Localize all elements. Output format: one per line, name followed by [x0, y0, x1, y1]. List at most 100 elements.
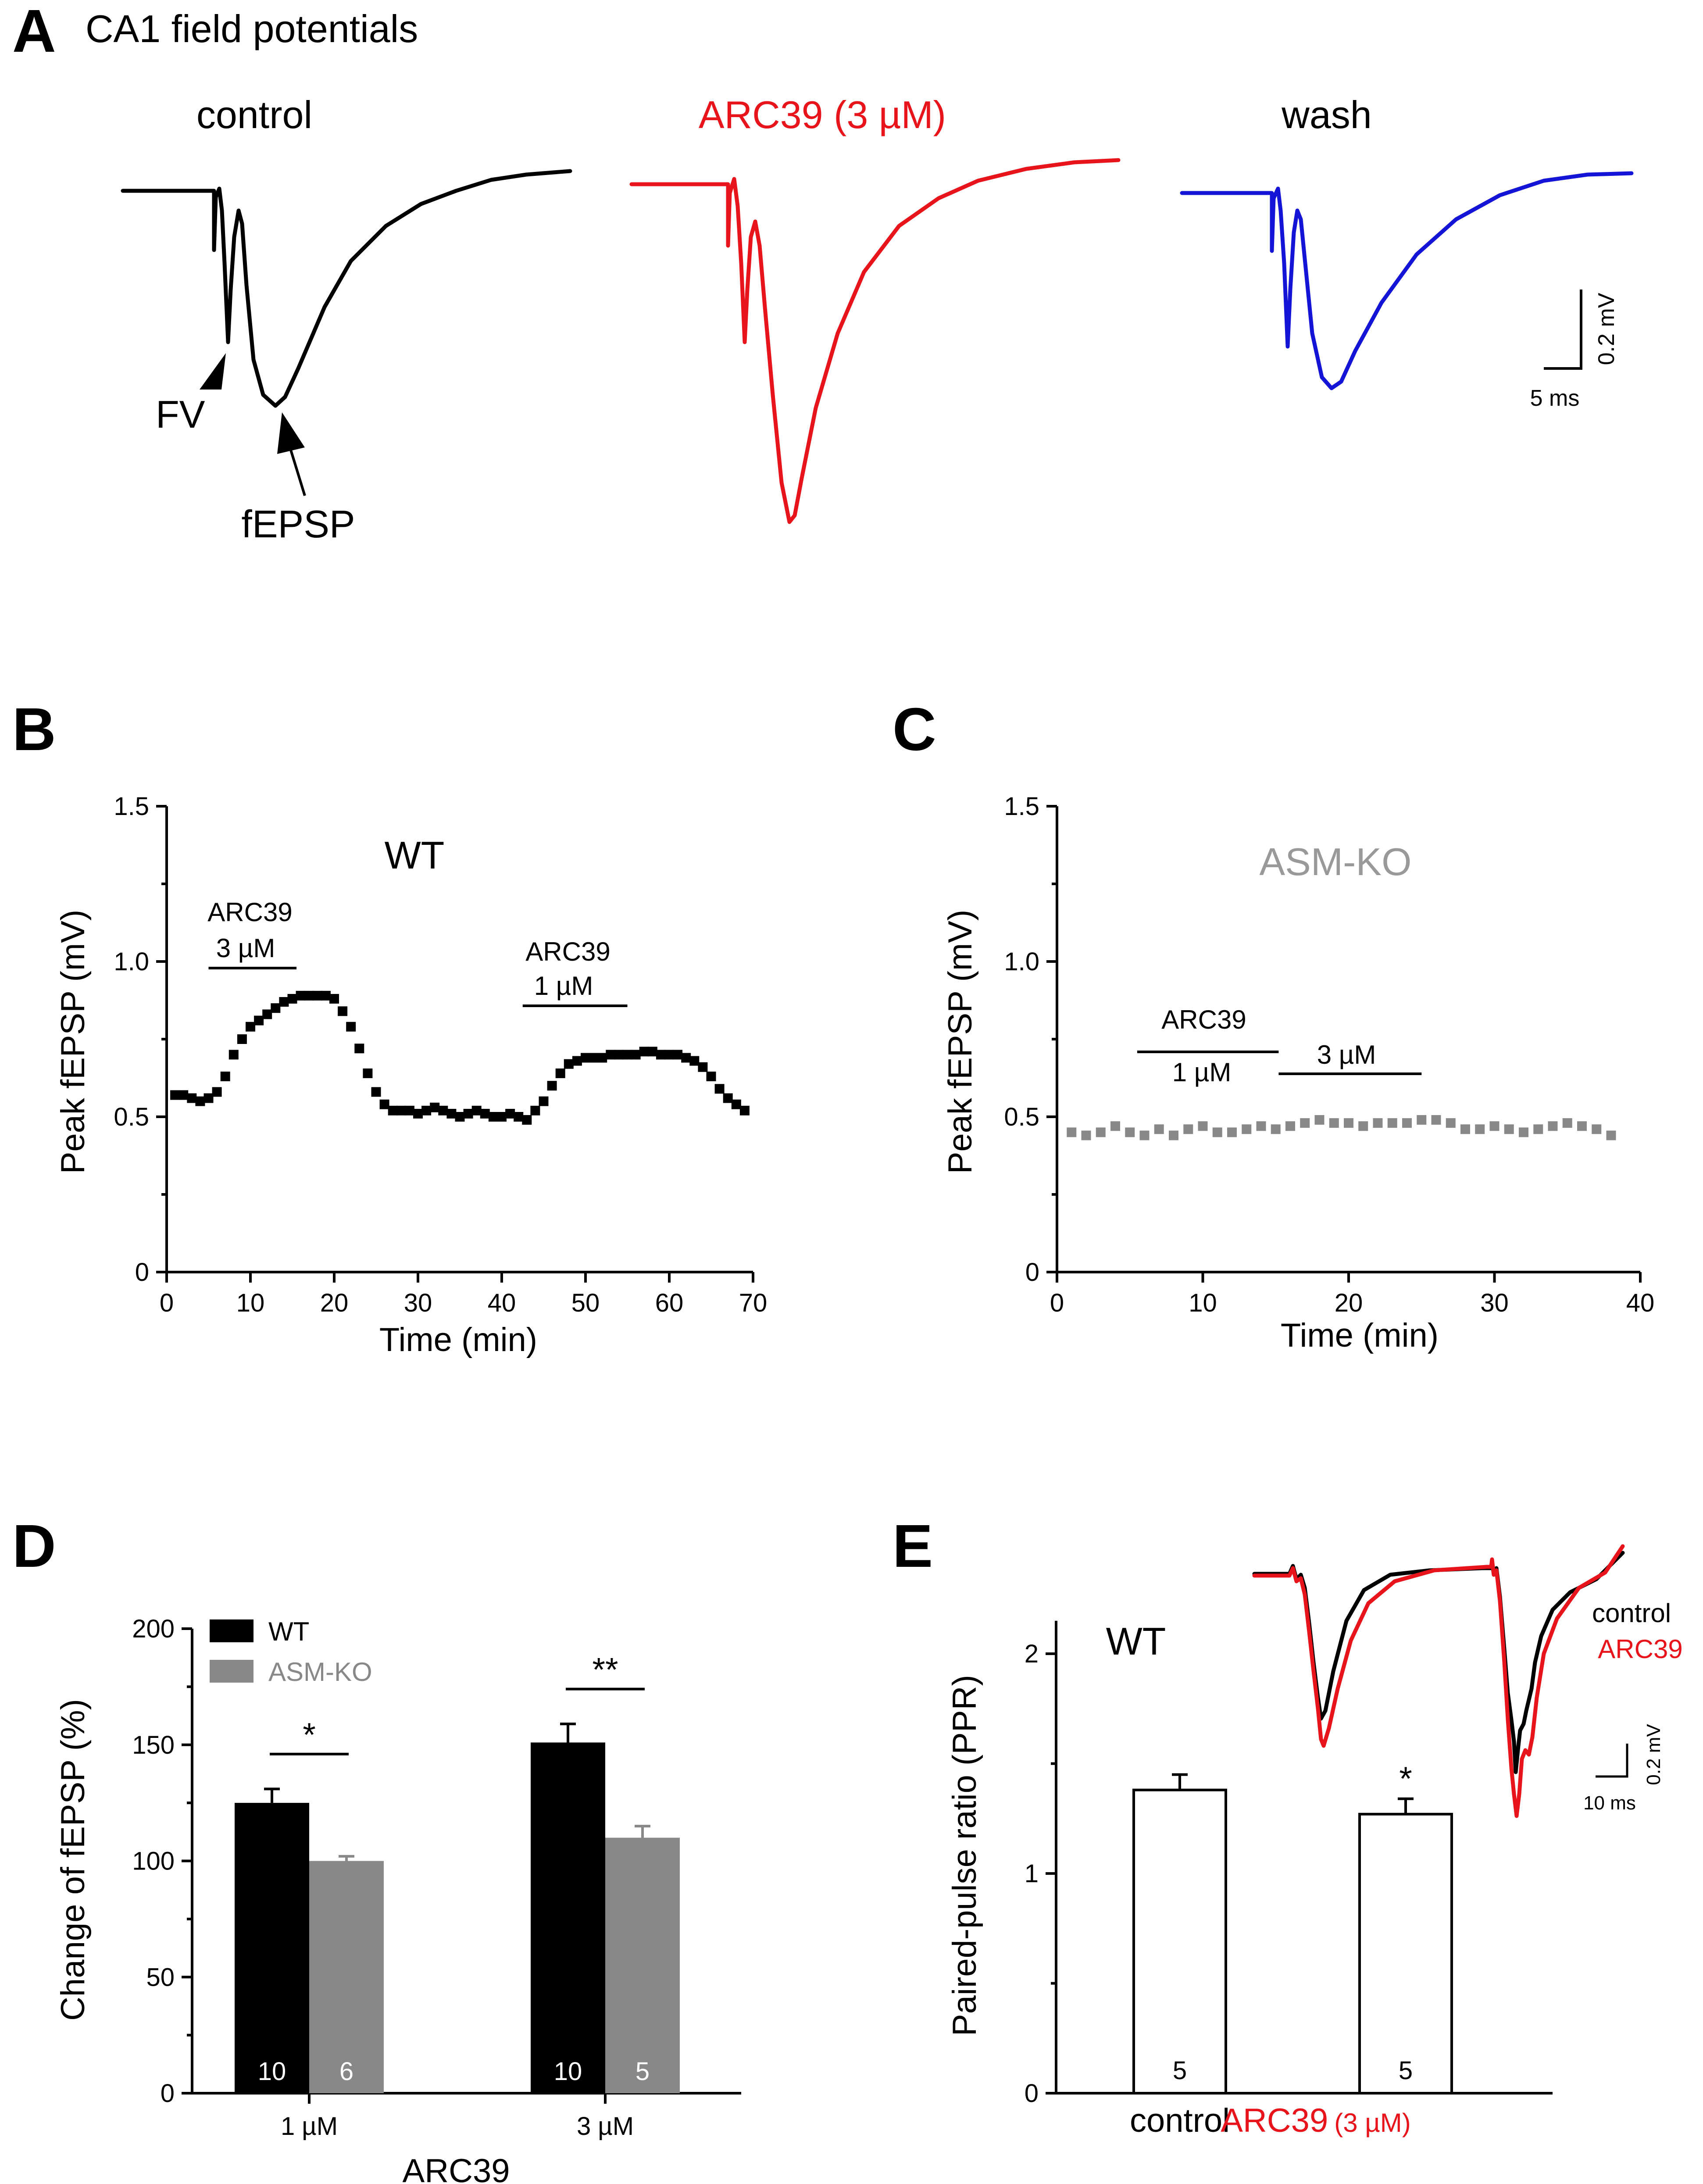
b-data-point	[379, 1099, 389, 1109]
c-data-point	[1183, 1124, 1193, 1134]
e-n-label: 5	[1173, 2056, 1187, 2085]
b-data-point	[338, 1006, 348, 1016]
b-data-point	[514, 1112, 524, 1122]
d-y-tick-label: 100	[132, 1847, 175, 1876]
c-data-point	[1329, 1118, 1339, 1128]
c-group-label: ASM-KO	[1259, 840, 1411, 883]
b-data-point	[195, 1096, 205, 1106]
d-n-label-ko: 6	[339, 2057, 353, 2086]
b-data-point	[606, 1050, 616, 1060]
b-data-point	[287, 994, 297, 1004]
d-bar-ko	[309, 1861, 384, 2093]
b-data-point	[689, 1056, 700, 1066]
b-y-tick-label: 0	[135, 1258, 149, 1287]
b-data-point	[262, 1009, 272, 1019]
b-data-point	[446, 1108, 457, 1119]
scale-bar-e	[1596, 1744, 1628, 1778]
b-data-point	[555, 1068, 565, 1078]
e-sig-label: *	[1399, 1760, 1412, 1798]
e-bars: 5 5 control *	[1130, 1760, 1453, 2139]
c-data-point	[1212, 1127, 1222, 1137]
c-data-point	[1402, 1118, 1412, 1128]
b-data-point	[731, 1099, 741, 1109]
b-x-tick-label: 70	[739, 1289, 768, 1317]
b-data-point	[572, 1056, 582, 1066]
d-y-label: Change of fEPSP (%)	[54, 1699, 92, 2021]
b-drug1-name: ARC39	[207, 897, 292, 927]
c-data-point	[1256, 1121, 1266, 1131]
c-x-tick-label: 20	[1335, 1289, 1363, 1317]
b-data-point	[438, 1105, 448, 1115]
b-data-point	[363, 1068, 373, 1078]
c-data-point	[1139, 1130, 1150, 1140]
b-data-point	[321, 990, 331, 1001]
c-y-tick-label: 1.0	[1004, 947, 1039, 976]
fepsp-label: fEPSP	[241, 502, 355, 546]
c-data-point	[1504, 1124, 1514, 1134]
panel-b-letter: B	[12, 696, 56, 763]
d-legend-swatch-ko	[210, 1660, 253, 1683]
c-data-point	[1198, 1121, 1208, 1131]
b-data-point	[179, 1090, 189, 1100]
c-data-points	[1067, 1115, 1616, 1140]
trace-label-arc39: ARC39 (3 µM)	[699, 93, 946, 136]
e-bar	[1358, 1812, 1453, 2095]
d-bars: 10 61 µM * 10 53 µM **	[235, 1651, 680, 2141]
c-data-point	[1285, 1121, 1295, 1131]
b-data-point	[639, 1047, 649, 1057]
b-data-point	[647, 1047, 657, 1057]
b-data-point	[254, 1015, 264, 1026]
d-y-tick-label: 50	[146, 1963, 175, 1991]
b-data-point	[698, 1062, 708, 1072]
c-data-point	[1548, 1121, 1558, 1131]
b-data-point	[237, 1034, 247, 1044]
b-data-point	[739, 1105, 750, 1115]
b-data-point	[522, 1115, 532, 1125]
d-sig-label: **	[592, 1651, 618, 1689]
b-data-point	[304, 990, 314, 1001]
c-data-point	[1592, 1124, 1602, 1134]
fv-label: FV	[156, 393, 205, 436]
d-legend-swatch-wt	[210, 1619, 253, 1642]
d-bar-wt	[235, 1803, 309, 2093]
c-x-tick-label: 0	[1050, 1289, 1064, 1317]
trace-arc39	[629, 158, 1121, 524]
b-data-point	[631, 1050, 641, 1060]
c-data-point	[1460, 1124, 1470, 1134]
c-data-point	[1242, 1124, 1252, 1134]
scale-time-e: 10 ms	[1583, 1792, 1636, 1814]
scale-bar-a	[1544, 290, 1582, 370]
c-data-point	[1519, 1127, 1528, 1137]
e-y-label: Paired-pulse ratio (PPR)	[946, 1675, 983, 2036]
d-n-label-ko: 5	[636, 2057, 650, 2086]
d-legend-wt: WT	[268, 1617, 309, 1646]
c-data-point	[1446, 1118, 1456, 1128]
e-inset-trace-arc39	[1252, 1544, 1625, 1818]
trace-control	[121, 169, 572, 408]
c-data-point	[1314, 1115, 1325, 1125]
b-x-tick-label: 50	[571, 1289, 600, 1317]
c-y-tick-label: 1.5	[1004, 792, 1039, 821]
b-data-point	[505, 1108, 515, 1119]
d-x-tick-label: 3 µM	[577, 2112, 634, 2141]
c-data-point	[1300, 1118, 1310, 1128]
panel-c-letter: C	[893, 696, 936, 763]
b-data-point	[589, 1053, 599, 1063]
scale-voltage-a: 0.2 mV	[1594, 293, 1619, 365]
c-data-point	[1417, 1115, 1427, 1125]
b-data-point	[396, 1105, 406, 1115]
panel-d: D 0 50 100 150 200 10 61 µM * 10 53 µM ** WT ASM-…	[12, 1512, 741, 2184]
b-data-point	[371, 1087, 381, 1097]
c-data-point	[1125, 1127, 1135, 1137]
c-data-point	[1606, 1130, 1616, 1140]
c-y-label: Peak fEPSP (mV)	[942, 910, 979, 1174]
b-x-label: Time (min)	[379, 1321, 537, 1358]
b-data-point	[547, 1081, 557, 1091]
d-sig-label: *	[303, 1716, 316, 1754]
b-data-point	[539, 1096, 549, 1106]
scale-voltage-e: 0.2 mV	[1643, 1724, 1664, 1785]
b-data-point	[714, 1084, 725, 1094]
b-data-point	[212, 1087, 222, 1097]
b-data-point	[497, 1112, 507, 1122]
